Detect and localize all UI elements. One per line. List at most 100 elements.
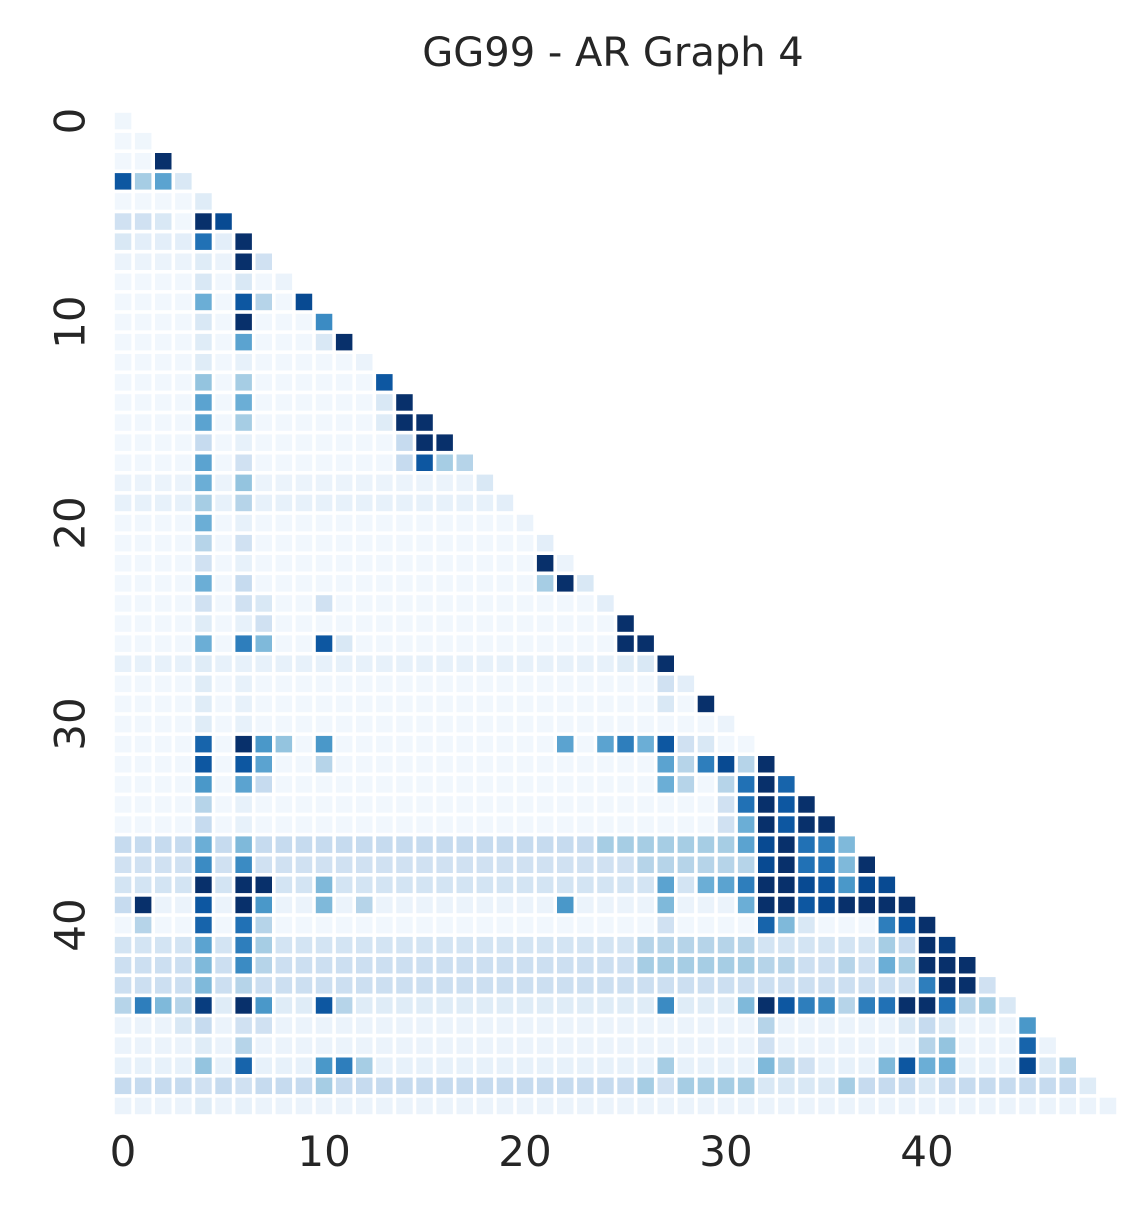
heatmap-cell-r47-c24 xyxy=(597,1057,614,1074)
heatmap-cell-r32-c10 xyxy=(315,756,333,773)
heatmap-cell-r28-c8 xyxy=(275,675,293,693)
heatmap-cell-r42-c20 xyxy=(516,957,534,974)
heatmap-cell-r40-c7 xyxy=(255,916,272,934)
heatmap-cell-r46-c9 xyxy=(295,1037,313,1054)
heatmap-cell-r35-c23 xyxy=(577,816,594,833)
heatmap-cell-r33-c14 xyxy=(396,776,413,793)
heatmap-cell-r8-c5 xyxy=(215,273,232,291)
heatmap-cell-r47-c38 xyxy=(878,1057,896,1074)
heatmap-cell-r31-c15 xyxy=(416,735,433,753)
heatmap-cell-r29-c0 xyxy=(114,695,132,713)
heatmap-cell-r32-c20 xyxy=(516,756,534,773)
heatmap-cell-r38-c0 xyxy=(114,876,132,894)
heatmap-cell-r48-c48 xyxy=(1079,1077,1097,1095)
heatmap-cell-r35-c4 xyxy=(195,816,212,833)
heatmap-cell-r14-c7 xyxy=(255,394,272,411)
heatmap-cell-r8-c0 xyxy=(114,273,132,291)
heatmap-cell-r29-c16 xyxy=(436,695,453,713)
heatmap-cell-r40-c5 xyxy=(215,916,232,934)
heatmap-cell-r19-c2 xyxy=(155,494,172,512)
heatmap-cell-r47-c18 xyxy=(476,1057,494,1074)
heatmap-cell-r35-c2 xyxy=(155,816,172,833)
heatmap-cell-r43-c28 xyxy=(677,977,695,994)
heatmap-cell-r14-c2 xyxy=(155,394,172,411)
heatmap-cell-r18-c13 xyxy=(376,474,393,492)
heatmap-cell-r39-c13 xyxy=(376,896,393,914)
heatmap-cell-r21-c10 xyxy=(315,534,333,552)
heatmap-cell-r47-c5 xyxy=(215,1057,232,1074)
heatmap-cell-r26-c14 xyxy=(396,635,413,652)
heatmap-cell-r26-c10 xyxy=(315,635,333,652)
heatmap-cell-r47-c4 xyxy=(195,1057,212,1074)
heatmap-cell-r29-c15 xyxy=(416,695,433,713)
heatmap-cell-r44-c13 xyxy=(376,997,393,1014)
heatmap-cell-r47-c20 xyxy=(516,1057,534,1074)
heatmap-cell-r24-c2 xyxy=(155,595,172,612)
heatmap-cell-r23-c18 xyxy=(476,575,494,592)
heatmap-cell-r34-c20 xyxy=(516,796,534,813)
heatmap-cell-r32-c5 xyxy=(215,756,232,773)
heatmap-cell-r21-c2 xyxy=(155,534,172,552)
heatmap-cell-r41-c3 xyxy=(175,936,192,954)
heatmap-cell-r39-c0 xyxy=(114,896,132,914)
heatmap-cell-r28-c19 xyxy=(496,675,514,693)
heatmap-cell-r35-c17 xyxy=(456,816,473,833)
heatmap-cell-r22-c10 xyxy=(315,555,333,572)
heatmap-cell-r48-c43 xyxy=(979,1077,996,1095)
heatmap-cell-r15-c10 xyxy=(315,414,333,431)
heatmap-cell-r45-c3 xyxy=(175,1017,192,1034)
heatmap-cell-r11-c9 xyxy=(295,333,313,351)
heatmap-cell-r34-c16 xyxy=(436,796,453,813)
heatmap-cell-r22-c14 xyxy=(396,555,413,572)
heatmap-cell-r19-c6 xyxy=(235,494,252,512)
y-tick-label: 10 xyxy=(46,295,95,348)
heatmap-cell-r15-c6 xyxy=(235,414,252,431)
heatmap-cell-r36-c21 xyxy=(536,836,554,853)
heatmap-cell-r18-c2 xyxy=(155,474,172,492)
heatmap-cell-r44-c1 xyxy=(134,997,152,1014)
heatmap-cell-r24-c21 xyxy=(536,595,554,612)
heatmap-cell-r28-c21 xyxy=(536,675,554,693)
heatmap-cell-r49-c31 xyxy=(737,1097,755,1115)
heatmap-cell-r49-c15 xyxy=(416,1097,433,1115)
heatmap-cell-r34-c30 xyxy=(717,796,735,813)
heatmap-cell-r21-c17 xyxy=(456,534,473,552)
heatmap-cell-r23-c20 xyxy=(516,575,534,592)
heatmap-cell-r44-c14 xyxy=(396,997,413,1014)
heatmap-cell-r45-c29 xyxy=(697,1017,715,1034)
heatmap-cell-r7-c0 xyxy=(114,253,132,270)
heatmap-cell-r48-c45 xyxy=(1019,1077,1036,1095)
heatmap-cell-r48-c23 xyxy=(577,1077,594,1095)
heatmap-cell-r45-c31 xyxy=(737,1017,755,1034)
heatmap-cell-r20-c16 xyxy=(436,514,453,532)
heatmap-cell-r12-c6 xyxy=(235,354,252,371)
heatmap-cell-r9-c1 xyxy=(134,293,152,311)
heatmap-cell-r26-c9 xyxy=(295,635,313,652)
heatmap-cell-r25-c13 xyxy=(376,615,393,632)
heatmap-cell-r44-c12 xyxy=(356,997,373,1014)
heatmap-cell-r20-c13 xyxy=(376,514,393,532)
heatmap-cell-r32-c15 xyxy=(416,756,433,773)
heatmap-cell-r48-c34 xyxy=(798,1077,815,1095)
heatmap-cell-r21-c1 xyxy=(134,534,152,552)
heatmap-cell-r28-c1 xyxy=(134,675,152,693)
heatmap-cell-r42-c16 xyxy=(436,957,453,974)
heatmap-cell-r41-c1 xyxy=(134,936,152,954)
heatmap-cell-r32-c28 xyxy=(677,756,695,773)
heatmap-cell-r46-c36 xyxy=(838,1037,855,1054)
heatmap-cell-r45-c16 xyxy=(436,1017,453,1034)
heatmap-cell-r15-c12 xyxy=(356,414,373,431)
heatmap-cell-r8-c2 xyxy=(155,273,172,291)
heatmap-cell-r48-c10 xyxy=(315,1077,333,1095)
heatmap-cell-r23-c5 xyxy=(215,575,232,592)
heatmap-cell-r36-c13 xyxy=(376,836,393,853)
heatmap-cell-r28-c23 xyxy=(577,675,594,693)
heatmap-cell-r26-c4 xyxy=(195,635,212,652)
heatmap-cell-r32-c9 xyxy=(295,756,313,773)
heatmap-cell-r49-c34 xyxy=(798,1097,815,1115)
heatmap-cell-r31-c28 xyxy=(677,735,695,753)
heatmap-cell-r19-c15 xyxy=(416,494,433,512)
x-tick-label: 40 xyxy=(900,1127,953,1176)
heatmap-cell-r17-c12 xyxy=(356,454,373,471)
heatmap-cell-r31-c31 xyxy=(737,735,755,753)
